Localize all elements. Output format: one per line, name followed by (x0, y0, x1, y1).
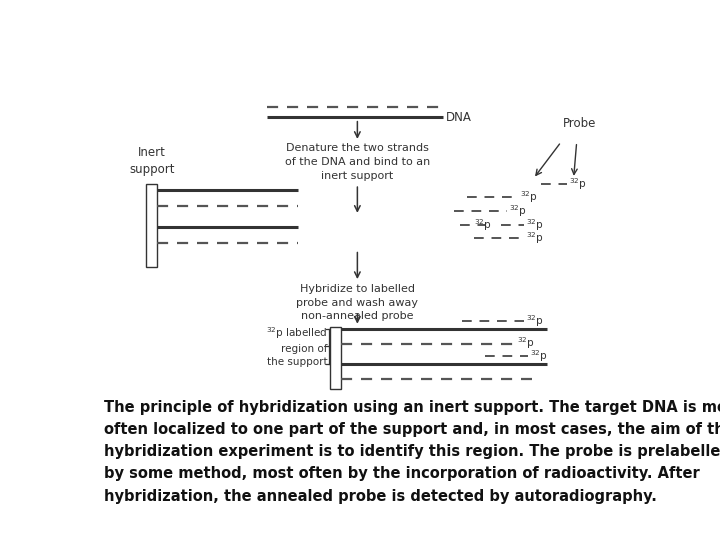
Text: $^{32}$p: $^{32}$p (474, 217, 492, 233)
Text: Denature the two strands
of the DNA and bind to an
inert support: Denature the two strands of the DNA and … (284, 143, 430, 180)
Bar (330, 327, 341, 389)
Text: Probe: Probe (563, 117, 596, 130)
Text: $^{32}$p: $^{32}$p (509, 203, 527, 219)
Text: Hybridize to labelled
probe and wash away
non-annealed probe: Hybridize to labelled probe and wash awa… (297, 284, 418, 321)
Text: $^{32}$p: $^{32}$p (526, 230, 544, 246)
Bar (145, 184, 158, 267)
Text: $^{32}$p: $^{32}$p (517, 336, 535, 352)
Text: $^{32}$p: $^{32}$p (526, 313, 544, 329)
Text: $^{32}$p: $^{32}$p (520, 190, 538, 205)
Text: $^{32}$p: $^{32}$p (569, 176, 587, 192)
Text: DNA: DNA (446, 111, 472, 124)
Text: The principle of hybridization using an inert support. The target DNA is most
of: The principle of hybridization using an … (104, 400, 720, 503)
Text: $^{32}$p: $^{32}$p (530, 348, 548, 364)
Text: $^{32}$p labelled
region of
the support: $^{32}$p labelled region of the support (266, 325, 328, 367)
Text: Inert
support: Inert support (130, 146, 175, 177)
Text: $^{32}$p: $^{32}$p (526, 217, 544, 233)
